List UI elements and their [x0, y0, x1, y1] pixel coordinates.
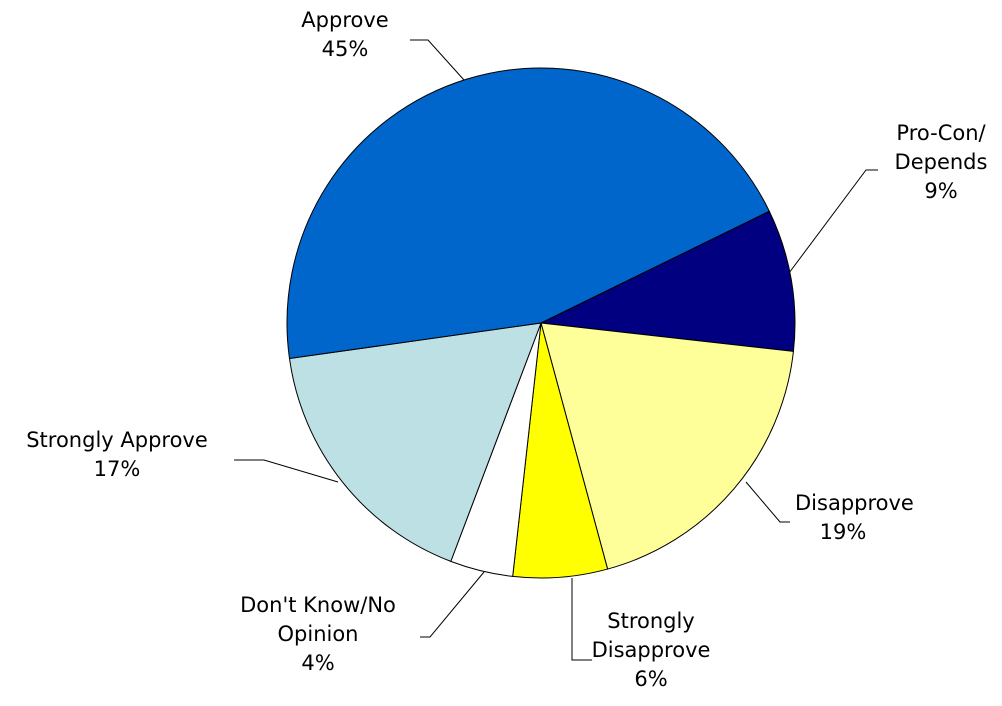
leader-line: [234, 459, 339, 483]
pie-slice: [286, 67, 770, 360]
slice-name-label: Strongly: [607, 609, 695, 633]
leader-lines: [234, 39, 878, 661]
slice-label: Strongly Disapprove 6%: [592, 609, 711, 691]
slice-percent-label: 6%: [634, 667, 667, 691]
leader-line: [571, 578, 592, 661]
slice-name-label: Depends: [895, 150, 988, 174]
slice-label: Approve 45%: [301, 8, 388, 61]
slice-label: Strongly Approve 17%: [26, 428, 208, 481]
leader-line: [410, 39, 465, 81]
slice-name-label: Opinion: [278, 622, 359, 646]
leader-line: [745, 481, 790, 523]
slice-name-label: Pro-Con/: [896, 121, 986, 145]
slice-label: Disapprove 19%: [795, 491, 914, 544]
slice-labels: Pro-Con/Depends 9% Disapprove 19% Strongly Di…: [26, 8, 987, 691]
pie-slice: [288, 322, 542, 563]
slice-name-label: Disapprove: [592, 638, 711, 662]
slice-percent-label: 4%: [301, 651, 334, 675]
leader-line: [420, 571, 485, 638]
pie-slices: [286, 67, 796, 579]
slice-percent-label: 17%: [94, 457, 141, 481]
slice-percent-label: 45%: [322, 37, 369, 61]
leader-line: [788, 169, 878, 274]
pie-slice: [540, 322, 794, 570]
slice-name-label: Strongly Approve: [26, 428, 208, 452]
slice-name-label: Don't Know/No: [240, 593, 396, 617]
slice-label: Don't Know/No Opinion 4%: [240, 593, 396, 675]
pie-slice: [539, 210, 796, 352]
slice-label: Pro-Con/Depends 9%: [895, 121, 988, 203]
slice-percent-label: 19%: [820, 520, 867, 544]
slice-name-label: Approve: [301, 8, 388, 32]
slice-name-label: Disapprove: [795, 491, 914, 515]
slice-percent-label: 9%: [924, 179, 957, 203]
